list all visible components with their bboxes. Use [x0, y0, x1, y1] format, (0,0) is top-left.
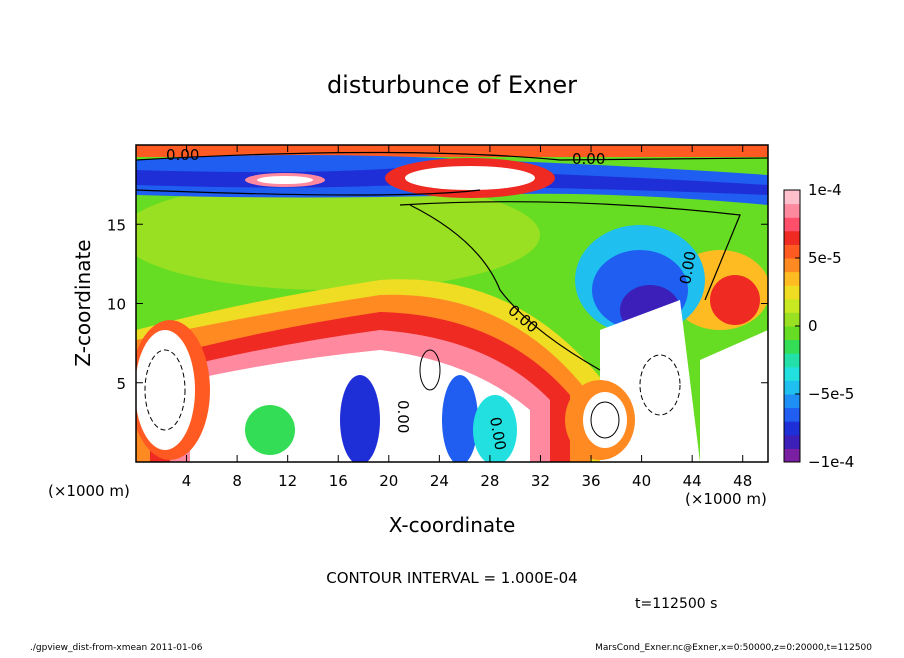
y-axis-label: Z-coordinate — [71, 239, 95, 366]
colorbar-cell — [784, 190, 800, 205]
colorbar-cell — [784, 434, 800, 449]
time-label: t=112500 s — [635, 596, 717, 612]
colorbar-tick-label: −5e-5 — [808, 385, 854, 403]
colorbar-cell — [784, 421, 800, 436]
contour-interval: CONTOUR INTERVAL = 1.000E-04 — [326, 569, 577, 587]
x-tick-label: 28 — [480, 472, 499, 490]
x-axis-unit: (×1000 m) — [685, 490, 767, 508]
x-tick-label: 12 — [278, 472, 297, 490]
colorbar-tick-label: 0 — [808, 317, 818, 335]
x-tick-label: 32 — [531, 472, 550, 490]
x-tick-label: 48 — [733, 472, 752, 490]
colorbar-cell — [784, 366, 800, 381]
contour-label: 0.00 — [572, 150, 605, 168]
x-tick-label: 16 — [329, 472, 348, 490]
colorbar-cell — [784, 298, 800, 313]
colorbar-cell — [784, 271, 800, 286]
colorbar-cell — [784, 217, 800, 232]
contour-field — [136, 145, 768, 462]
colorbar-cell — [784, 407, 800, 422]
colorbar-cell — [784, 353, 800, 368]
colorbar-cell — [784, 203, 800, 218]
contour-label: 0.00 — [166, 146, 199, 164]
contour-label: 0.00 — [394, 400, 412, 433]
x-tick-label: 24 — [430, 472, 449, 490]
colorbar-cell — [784, 285, 800, 300]
colorbar-tick-label: 1e-4 — [808, 181, 842, 199]
contour-label: 0.00 — [486, 416, 510, 452]
y-tick-label: 15 — [107, 216, 126, 234]
x-tick-label: 4 — [182, 472, 192, 490]
chart-title: disturbunce of Exner — [327, 71, 577, 99]
x-tick-label: 36 — [581, 472, 600, 490]
y-tick-label: 10 — [107, 296, 126, 314]
x-tick-label: 40 — [632, 472, 651, 490]
y-axis-unit: (×1000 m) — [48, 482, 130, 500]
footer-right: MarsCond_Exner.nc@Exner,x=0:50000,z=0:20… — [595, 643, 872, 653]
colorbar-tick-label: 5e-5 — [808, 249, 842, 267]
colorbar-cell — [784, 258, 800, 273]
x-tick-label: 8 — [232, 472, 242, 490]
colorbar-cell — [784, 380, 800, 395]
contour-label: 0.00 — [676, 250, 700, 286]
colorbar-cell — [784, 230, 800, 245]
colorbar-tick-label: −1e-4 — [808, 453, 854, 471]
footer-left: ./gpview_dist-from-xmean 2011-01-06 — [30, 643, 203, 653]
y-tick-label: 5 — [116, 375, 126, 393]
x-axis-label: X-coordinate — [389, 513, 516, 537]
colorbar-cell — [784, 394, 800, 409]
colorbar-cell — [784, 312, 800, 327]
colorbar-cell — [784, 448, 800, 463]
colorbar-cell — [784, 339, 800, 354]
colorbar-cell — [784, 326, 800, 341]
x-tick-label: 44 — [683, 472, 702, 490]
colorbar-cell — [784, 244, 800, 259]
x-tick-label: 20 — [379, 472, 398, 490]
